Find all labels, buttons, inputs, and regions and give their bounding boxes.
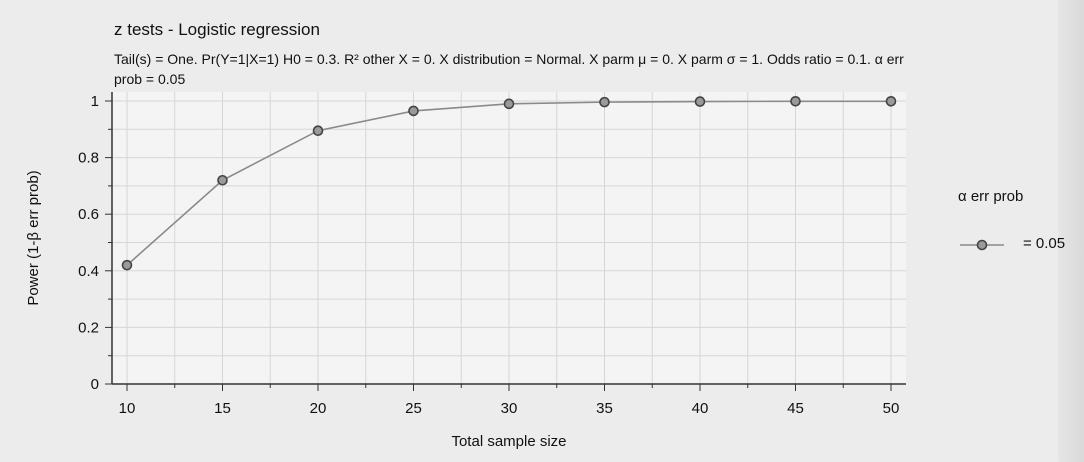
y-tick-label: 0.6: [78, 206, 99, 223]
x-tick-label: 10: [119, 400, 136, 417]
legend-item: = 0.05: [958, 232, 1068, 256]
data-point: [885, 95, 897, 107]
x-tick-label: 45: [787, 400, 804, 417]
data-point: [312, 125, 324, 137]
y-tick-label: 0.2: [78, 319, 99, 336]
window-edge: [1058, 0, 1084, 462]
x-axis-label: Total sample size: [451, 433, 566, 450]
legend-marker: [976, 239, 988, 251]
y-tick-label: 0.4: [78, 263, 99, 280]
x-tick-label: 35: [596, 400, 613, 417]
x-tick-label: 20: [310, 400, 327, 417]
y-axis-ticks: 0 0.2 0.4 0.6 0.8 1: [78, 93, 112, 393]
data-point: [217, 174, 228, 186]
chart-subtitle: Tail(s) = One. Pr(Y=1|X=1) H0 = 0.3. R² …: [114, 51, 904, 87]
legend-title: α err prob: [958, 188, 1024, 205]
series-group: [121, 95, 897, 271]
x-tick-label: 30: [501, 400, 518, 417]
x-tick-label: 40: [692, 400, 709, 417]
data-point: [790, 95, 801, 107]
data-point: [694, 96, 706, 107]
x-tick-label: 25: [405, 400, 422, 417]
x-tick-label: 50: [883, 400, 900, 417]
y-tick-label: 1: [91, 93, 99, 110]
data-point: [408, 105, 419, 117]
x-tick-label: 15: [214, 400, 231, 417]
chart-title: z tests - Logistic regression: [114, 20, 320, 39]
data-point: [503, 98, 515, 110]
x-axis-ticks: 10 15 20 25 30 35 40 45 50: [119, 384, 900, 417]
data-point: [599, 96, 610, 108]
legend-swatch: [960, 239, 1004, 251]
data-point: [121, 259, 133, 271]
legend-label: = 0.05: [1023, 235, 1066, 252]
y-axis-label: Power (1-β err prob): [25, 170, 42, 305]
y-tick-label: 0: [91, 376, 99, 393]
y-tick-label: 0.8: [78, 150, 99, 167]
